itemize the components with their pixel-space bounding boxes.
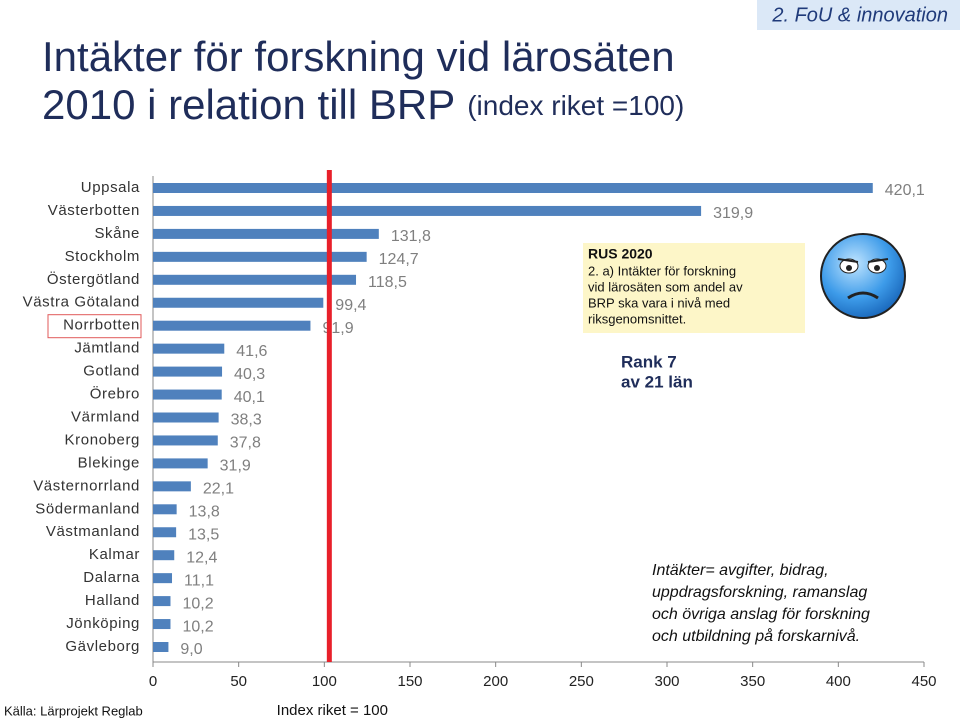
rank: av 21 län (621, 372, 693, 391)
value-label: 420,1 (885, 182, 925, 199)
category-label: Kalmar (89, 546, 140, 563)
header-bg (757, 0, 960, 30)
bar (153, 642, 169, 652)
note: och utbildning på forskarnivå. (652, 627, 860, 645)
bar (153, 366, 223, 377)
bar (153, 228, 379, 239)
bar (153, 389, 222, 400)
bar (153, 320, 311, 331)
bar (153, 412, 219, 423)
bar (153, 504, 177, 515)
goal-title: RUS 2020 (588, 246, 653, 262)
value-label: 38,3 (231, 412, 262, 429)
x-tick-label: 50 (230, 673, 247, 690)
value-label: 37,8 (230, 435, 261, 452)
subtitle: (index riket =100) (467, 90, 684, 121)
reference-label: Index riket = 100 (277, 702, 388, 719)
title-line: 2010 i relation till BRP (42, 81, 455, 128)
bar (153, 297, 324, 308)
bar (153, 183, 873, 193)
x-tick-label: 200 (483, 673, 508, 690)
bar (153, 573, 173, 584)
category-label: Blekinge (78, 454, 140, 471)
bar (153, 343, 225, 354)
title-line: Intäkter för forskning vid lärosäten (42, 33, 675, 80)
category-label: Värmland (71, 408, 140, 425)
value-label: 12,4 (186, 549, 217, 566)
value-label: 31,9 (220, 458, 251, 475)
x-tick-label: 450 (911, 673, 936, 690)
x-tick-label: 0 (149, 673, 157, 690)
category-label: Södermanland (35, 500, 140, 517)
goal-text: riksgenomsnittet. (588, 311, 686, 326)
value-label: 13,5 (188, 526, 219, 543)
bar (153, 274, 357, 285)
bar (153, 205, 702, 216)
value-label: 40,3 (234, 366, 265, 383)
bar (153, 527, 177, 538)
category-label: Kronoberg (65, 431, 140, 448)
x-tick-label: 150 (397, 673, 422, 690)
bar (153, 458, 208, 469)
value-label: 99,4 (335, 297, 366, 314)
goal-text: BRP ska vara i nivå med (588, 295, 730, 310)
value-label: 10,2 (182, 595, 213, 612)
value-label: 9,0 (180, 641, 202, 658)
category-label: Norrbotten (63, 317, 140, 334)
category-label: Västerbotten (48, 202, 140, 219)
category-label: Gotland (83, 363, 140, 380)
value-label: 40,1 (234, 389, 265, 406)
category-label: Stockholm (65, 248, 140, 265)
x-tick-label: 250 (569, 673, 594, 690)
highlight-box (47, 314, 142, 339)
category-label: Uppsala (81, 179, 140, 196)
value-label: 319,9 (713, 205, 753, 222)
bar (153, 251, 367, 262)
x-tick-label: 300 (654, 673, 679, 690)
bar (153, 435, 218, 446)
x-tick-label: 400 (826, 673, 851, 690)
category-label: Dalarna (83, 569, 140, 586)
bar (153, 550, 175, 561)
bar (153, 596, 171, 607)
category-label: Örebro (90, 385, 140, 403)
category-label: Halland (85, 592, 140, 609)
bar (153, 619, 171, 630)
rank: Rank 7 (621, 352, 677, 371)
source: Källa: Lärprojekt Reglab (4, 703, 143, 718)
note: Intäkter= avgifter, bidrag, (652, 562, 829, 579)
x-tick-label: 100 (312, 673, 337, 690)
x-tick-label: 350 (740, 673, 765, 690)
note: och övriga anslag för forskning (652, 606, 870, 623)
category-label: Västernorrland (33, 477, 140, 494)
value-label: 22,1 (203, 481, 234, 498)
header: 2. FoU & innovation (771, 4, 948, 26)
value-label: 41,6 (236, 343, 267, 360)
note: uppdragsforskning, ramanslag (652, 584, 867, 601)
category-label: Skåne (94, 225, 140, 242)
title-line: 2010 i relation till BRP (index riket =10… (42, 81, 684, 128)
category-label: Västra Götaland (23, 294, 140, 311)
value-label: 11,1 (184, 572, 214, 589)
goal-text: vid lärosäten som andel av (588, 279, 743, 294)
bar (153, 481, 191, 492)
category-label: Västmanland (46, 523, 140, 540)
value-label: 131,8 (391, 228, 431, 245)
value-label: 13,8 (189, 504, 220, 521)
goal-text: 2. a) Intäkter för forskning (588, 263, 736, 278)
value-label: 10,2 (182, 618, 213, 635)
value-label: 118,5 (368, 274, 407, 291)
category-label: Östergötland (47, 270, 140, 288)
category-label: Jämtland (74, 340, 140, 357)
goal-box (583, 243, 805, 333)
category-label: Gävleborg (65, 638, 140, 655)
category-label: Jönköping (66, 615, 140, 632)
value-label: 124,7 (379, 251, 419, 268)
sad-face (820, 233, 906, 319)
